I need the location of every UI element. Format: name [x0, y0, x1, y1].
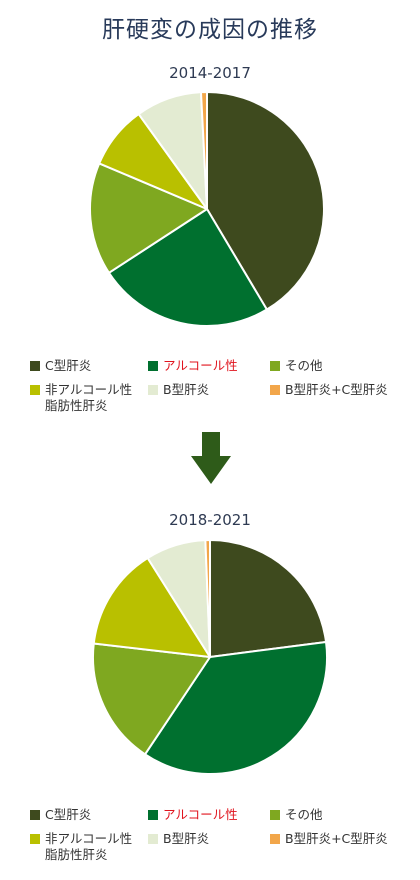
legend-item-hbv: B型肝炎 — [148, 831, 209, 847]
legend-label: C型肝炎 — [45, 358, 92, 373]
legend-label: B型肝炎+C型肝炎 — [285, 831, 388, 846]
down-arrow-icon — [191, 432, 231, 484]
legend-label: 非アルコール性 脂肪性肝炎 — [45, 831, 133, 862]
legend-label: B型肝炎+C型肝炎 — [285, 382, 388, 397]
legend-item-hbv-hcv: B型肝炎+C型肝炎 — [270, 382, 388, 398]
legend-item-hbv: B型肝炎 — [148, 382, 209, 398]
chart-1-title: 2014-2017 — [169, 64, 251, 82]
legend-swatch — [148, 834, 158, 844]
legend-swatch — [270, 385, 280, 395]
legend-swatch — [30, 810, 40, 820]
legend-item-hcv: C型肝炎 — [30, 358, 91, 374]
legend-item-nash: 非アルコール性 脂肪性肝炎 — [30, 831, 132, 863]
legend-label: C型肝炎 — [45, 807, 92, 822]
legend-swatch — [30, 385, 40, 395]
legend-label: アルコール性 — [163, 807, 238, 822]
pie-slice-alcohol — [144, 640, 328, 775]
legend-item-other: その他 — [270, 807, 323, 823]
chart-2-title: 2018-2021 — [169, 511, 251, 529]
legend-swatch — [148, 810, 158, 820]
legend-label: アルコール性 — [163, 358, 238, 373]
legend-item-alcohol: アルコール性 — [148, 358, 238, 374]
legend-swatch — [148, 385, 158, 395]
pie-chart-2014-2017 — [89, 90, 325, 327]
legend-swatch — [30, 361, 40, 371]
pie-slice-hcv — [206, 91, 325, 311]
legend-swatch — [270, 834, 280, 844]
legend-item-hcv: C型肝炎 — [30, 807, 91, 823]
pie-slice-hbv-hcv — [204, 538, 211, 658]
legend-item-hbv-hcv: B型肝炎+C型肝炎 — [270, 831, 388, 847]
legend-swatch — [148, 361, 158, 371]
pie-slice-hbv-hcv — [199, 90, 208, 210]
legend-label: B型肝炎 — [163, 831, 210, 846]
pie-slice-other — [92, 642, 211, 756]
legend-swatch — [270, 810, 280, 820]
pie-slice-nash — [92, 557, 211, 658]
pie-slice-hcv — [209, 539, 328, 658]
legend-label: 非アルコール性 脂肪性肝炎 — [45, 382, 133, 413]
legend-item-alcohol: アルコール性 — [148, 807, 238, 823]
legend-label: B型肝炎 — [163, 382, 210, 397]
legend-label: その他 — [285, 807, 323, 822]
legend-2014-2017: C型肝炎 アルコール性 その他非アルコール性 脂肪性肝炎 B型肝炎 B型肝炎+C型肝炎 — [30, 358, 410, 418]
pie-chart-2018-2021 — [92, 538, 328, 775]
pie-slice-alcohol — [107, 208, 268, 327]
legend-2018-2021: C型肝炎 アルコール性 その他非アルコール性 脂肪性肝炎 B型肝炎 B型肝炎+C型肝炎 — [30, 807, 410, 867]
legend-item-nash: 非アルコール性 脂肪性肝炎 — [30, 382, 132, 414]
legend-label: その他 — [285, 358, 323, 373]
legend-swatch — [30, 834, 40, 844]
page-title: 肝硬変の成因の推移 — [102, 17, 318, 43]
legend-item-other: その他 — [270, 358, 323, 374]
legend-swatch — [270, 361, 280, 371]
pie-slice-other — [89, 162, 208, 274]
